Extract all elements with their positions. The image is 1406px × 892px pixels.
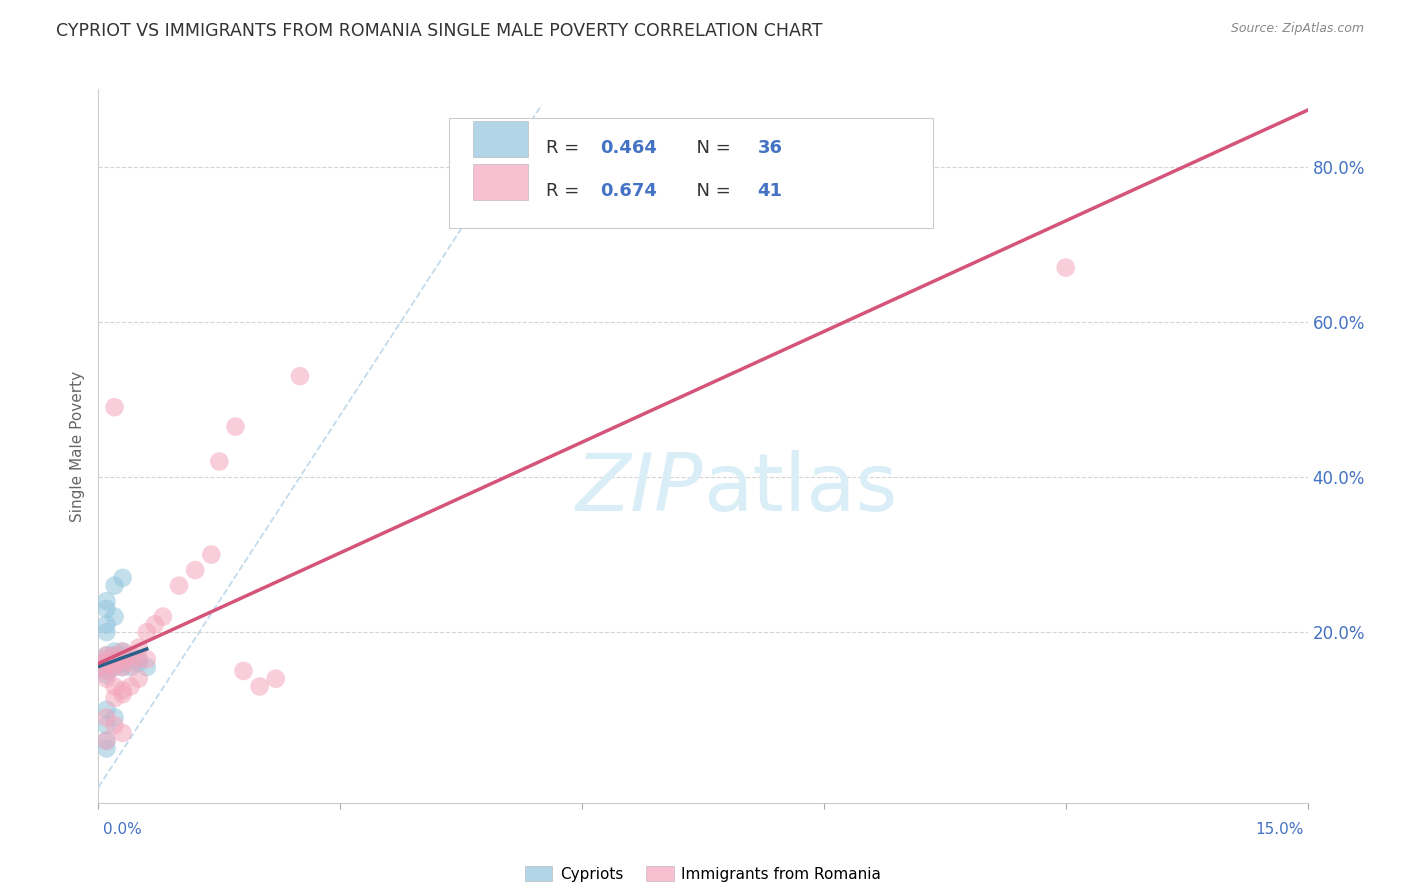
Point — [128, 652, 150, 666]
Point — [96, 733, 118, 747]
Point — [128, 672, 150, 686]
Point — [103, 401, 125, 415]
FancyBboxPatch shape — [449, 118, 932, 228]
Point — [111, 652, 134, 666]
Point — [249, 680, 271, 694]
Point — [120, 680, 142, 694]
Point — [264, 672, 287, 686]
Legend: Cypriots, Immigrants from Romania: Cypriots, Immigrants from Romania — [519, 860, 887, 888]
Point — [111, 644, 134, 658]
Text: CYPRIOT VS IMMIGRANTS FROM ROMANIA SINGLE MALE POVERTY CORRELATION CHART: CYPRIOT VS IMMIGRANTS FROM ROMANIA SINGL… — [56, 22, 823, 40]
Point — [96, 652, 118, 666]
Text: 0.674: 0.674 — [600, 182, 657, 200]
Point — [120, 660, 142, 674]
Point — [224, 419, 246, 434]
Point — [167, 579, 190, 593]
Point — [87, 660, 110, 674]
Point — [120, 648, 142, 663]
Point — [135, 652, 157, 666]
Point — [103, 644, 125, 658]
Point — [103, 691, 125, 706]
Text: R =: R = — [546, 139, 585, 157]
Point — [288, 369, 311, 384]
Point — [103, 648, 125, 663]
Point — [111, 660, 134, 674]
Point — [200, 548, 222, 562]
Point — [96, 648, 118, 663]
Text: ZIP: ZIP — [575, 450, 703, 528]
Point — [103, 660, 125, 674]
Point — [135, 625, 157, 640]
Point — [103, 652, 125, 666]
Point — [96, 652, 118, 666]
Point — [111, 571, 134, 585]
Point — [120, 656, 142, 670]
FancyBboxPatch shape — [474, 164, 527, 200]
Point — [96, 710, 118, 724]
Point — [208, 454, 231, 468]
Point — [96, 664, 118, 678]
Point — [103, 648, 125, 663]
Point — [1054, 260, 1077, 275]
Point — [111, 648, 134, 663]
Text: 15.0%: 15.0% — [1256, 822, 1303, 837]
Point — [103, 656, 125, 670]
Point — [135, 660, 157, 674]
Text: 0.464: 0.464 — [600, 139, 657, 157]
Point — [96, 656, 118, 670]
Point — [96, 594, 118, 608]
Point — [96, 741, 118, 756]
Point — [96, 625, 118, 640]
Point — [128, 640, 150, 655]
Text: N =: N = — [685, 139, 737, 157]
Text: Source: ZipAtlas.com: Source: ZipAtlas.com — [1230, 22, 1364, 36]
Point — [103, 656, 125, 670]
Point — [96, 668, 118, 682]
Point — [232, 664, 254, 678]
Point — [87, 656, 110, 670]
Point — [111, 687, 134, 701]
Point — [128, 652, 150, 666]
Point — [152, 609, 174, 624]
Point — [128, 656, 150, 670]
Point — [143, 617, 166, 632]
Point — [111, 644, 134, 658]
Point — [103, 710, 125, 724]
Text: 41: 41 — [758, 182, 782, 200]
Point — [111, 726, 134, 740]
Text: 36: 36 — [758, 139, 782, 157]
Y-axis label: Single Male Poverty: Single Male Poverty — [70, 370, 86, 522]
FancyBboxPatch shape — [474, 121, 527, 157]
Point — [103, 718, 125, 732]
Point — [103, 609, 125, 624]
Point — [184, 563, 207, 577]
Point — [96, 602, 118, 616]
Text: N =: N = — [685, 182, 737, 200]
Point — [111, 656, 134, 670]
Point — [111, 660, 134, 674]
Text: 0.0%: 0.0% — [103, 822, 142, 837]
Point — [96, 648, 118, 663]
Point — [96, 660, 118, 674]
Point — [87, 660, 110, 674]
Point — [96, 660, 118, 674]
Point — [120, 652, 142, 666]
Point — [96, 718, 118, 732]
Point — [103, 652, 125, 666]
Point — [96, 617, 118, 632]
Point — [103, 680, 125, 694]
Point — [103, 579, 125, 593]
Point — [96, 656, 118, 670]
Point — [96, 664, 118, 678]
Point — [96, 703, 118, 717]
Point — [96, 733, 118, 747]
Point — [103, 660, 125, 674]
Text: atlas: atlas — [703, 450, 897, 528]
Text: R =: R = — [546, 182, 585, 200]
Point — [96, 672, 118, 686]
Point — [111, 683, 134, 698]
